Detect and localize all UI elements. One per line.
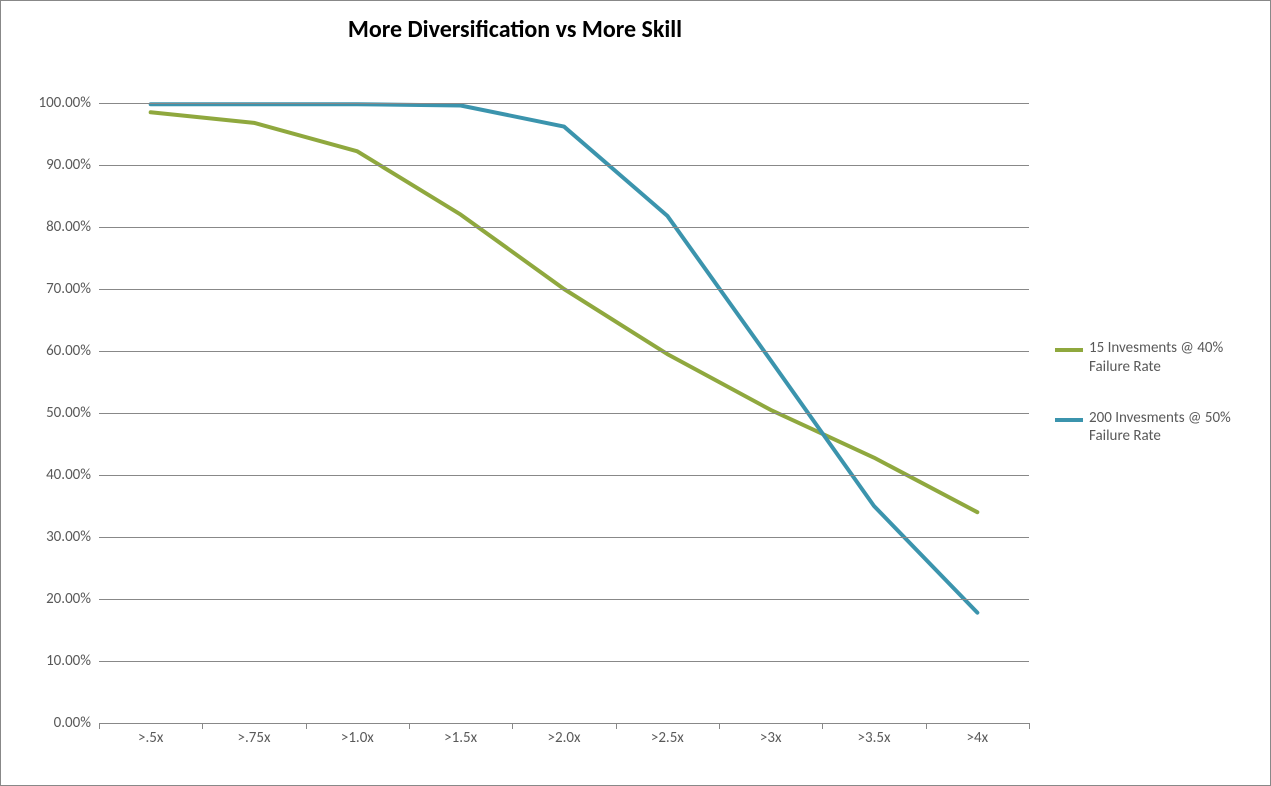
x-tick-label: >2.5x <box>651 729 684 747</box>
x-tick-label: >1.0x <box>341 729 374 747</box>
gridline <box>99 289 1029 290</box>
gridline <box>99 413 1029 414</box>
x-tick <box>719 723 720 729</box>
x-tick <box>822 723 823 729</box>
gridline <box>99 103 1029 104</box>
legend-label: 15 Invesments @ 40% Failure Rate <box>1089 339 1259 377</box>
gridline <box>99 227 1029 228</box>
y-tick-label: 30.00% <box>46 528 91 546</box>
chart-container: More Diversification vs More Skill 0.00%… <box>0 0 1271 786</box>
x-tick-label: >3.5x <box>858 729 891 747</box>
gridline <box>99 661 1029 662</box>
x-tick <box>99 723 100 729</box>
x-tick-label: >3x <box>760 729 782 747</box>
x-tick <box>202 723 203 729</box>
y-tick-label: 50.00% <box>46 404 91 422</box>
y-tick-label: 60.00% <box>46 342 91 360</box>
legend-label: 200 Invesments @ 50% Failure Rate <box>1089 409 1259 447</box>
legend: 15 Invesments @ 40% Failure Rate 200 Inve… <box>1055 339 1259 478</box>
legend-item: 200 Invesments @ 50% Failure Rate <box>1055 409 1259 447</box>
x-tick <box>616 723 617 729</box>
y-tick-label: 10.00% <box>46 652 91 670</box>
gridline <box>99 723 1029 724</box>
y-tick-label: 70.00% <box>46 280 91 298</box>
gridline <box>99 599 1029 600</box>
x-tick-label: >1.5x <box>444 729 477 747</box>
x-tick-label: >.5x <box>138 729 163 747</box>
y-tick-label: 40.00% <box>46 466 91 484</box>
gridline <box>99 165 1029 166</box>
chart-title: More Diversification vs More Skill <box>1 15 1029 44</box>
x-tick <box>926 723 927 729</box>
x-tick <box>306 723 307 729</box>
line-series <box>151 112 978 512</box>
x-tick-label: >.75x <box>238 729 271 747</box>
legend-item: 15 Invesments @ 40% Failure Rate <box>1055 339 1259 377</box>
y-tick-label: 0.00% <box>54 714 91 732</box>
y-tick-label: 90.00% <box>46 156 91 174</box>
gridline <box>99 537 1029 538</box>
x-tick-label: >2.0x <box>548 729 581 747</box>
y-tick-label: 100.00% <box>38 94 91 112</box>
x-tick <box>1029 723 1030 729</box>
y-tick-label: 80.00% <box>46 218 91 236</box>
gridline <box>99 351 1029 352</box>
x-tick-label: >4x <box>967 729 989 747</box>
x-tick <box>512 723 513 729</box>
gridline <box>99 475 1029 476</box>
legend-swatch <box>1055 418 1083 422</box>
x-tick <box>409 723 410 729</box>
y-tick-label: 20.00% <box>46 590 91 608</box>
plot-area: 0.00%10.00%20.00%30.00%40.00%50.00%60.00… <box>99 103 1029 723</box>
legend-swatch <box>1055 348 1083 352</box>
